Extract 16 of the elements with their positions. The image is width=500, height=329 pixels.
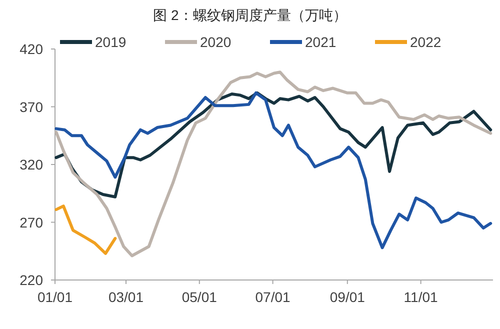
x-tick-label: 07/01 [255, 289, 291, 305]
x-tick-label: 01/01 [37, 289, 73, 305]
x-tick-label: 03/01 [108, 289, 144, 305]
title: 图 2：螺纹钢周度产量（万吨） [153, 7, 347, 23]
y-tick-label: 370 [20, 98, 44, 115]
y-tick-label: 320 [20, 156, 44, 172]
legend-label: 2022 [410, 34, 442, 50]
x-tick-label: 05/01 [182, 289, 218, 305]
x-tick-label: 11/01 [404, 289, 438, 305]
y-tick-label: 420 [20, 41, 44, 57]
y-tick-label: 270 [20, 214, 44, 230]
legend-label: 2020 [200, 34, 232, 50]
x-tick-label: 09/01 [330, 289, 366, 305]
y-tick-label: 220 [20, 272, 44, 288]
legend-label: 2021 [305, 34, 336, 50]
legend-label: 2019 [95, 34, 126, 50]
